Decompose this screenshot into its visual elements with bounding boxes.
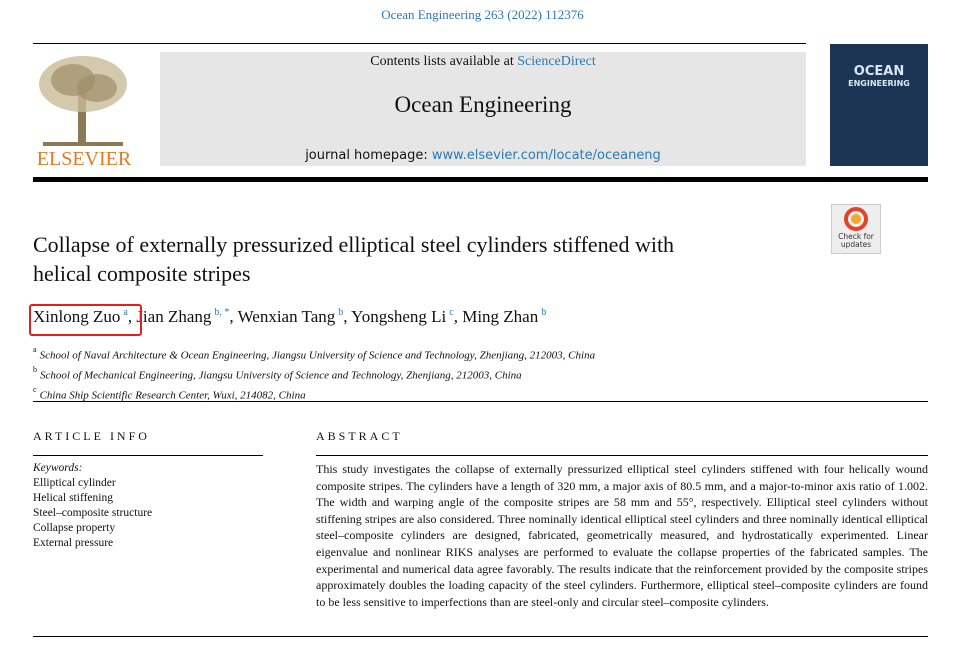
authors: Xinlong Zuo a, Jian Zhang b, *, Wenxian Ta… [33,307,547,326]
contents-link[interactable]: ScienceDirect [517,54,596,69]
abstract-heading: ABSTRACT [316,429,403,443]
author-name: Jian Zhang [136,307,212,326]
thick-rule [33,177,928,182]
cover-title: OCEAN ENGINEERING [830,64,928,90]
author-name: Xinlong Zuo [33,307,121,326]
badge-text: Check for updates [832,233,880,249]
abstract-rule [316,455,928,456]
keyword: External pressure [33,537,114,549]
affiliation-text: School of Mechanical Engineering, Jiangs… [40,369,522,382]
affiliation-label: b [33,364,37,374]
keyword: Elliptical cylinder [33,477,116,489]
highlight-box [29,304,142,336]
article-title: Collapse of externally pressurized ellip… [33,230,674,288]
keyword: Collapse property [33,522,116,534]
author-sup: c [449,307,454,319]
mid-rule [33,401,928,402]
author-name: Ming Zhan [462,307,539,326]
homepage-line: journal homepage: www.elsevier.com/locat… [160,148,806,163]
affiliation: c China Ship Scientific Research Center, … [33,383,595,403]
author-name: Yongsheng Li [351,307,447,326]
author-sup: a [123,307,128,319]
publisher: ELSEVIER [37,148,132,168]
info-rule [33,455,263,456]
bottom-rule [33,636,928,637]
abstract: This study investigates the collapse of … [316,462,928,609]
info-heading: ARTICLE INFO [33,429,150,443]
badge-line: Check for [838,232,874,241]
contents-prefix: Contents lists available at [370,54,514,69]
affiliation: a School of Naval Architecture & Ocean En… [33,343,595,363]
journal-box: Contents lists available at ScienceDirec… [160,52,806,166]
title-line: Collapse of externally pressurized ellip… [33,232,675,257]
cover-line: OCEAN [853,64,905,79]
top-rule [33,43,806,44]
badge-icon [844,207,868,231]
keyword: Helical stiffening [33,492,113,504]
affiliation-text: China Ship Scientific Research Center, W… [39,388,306,401]
author-sup: b [338,307,344,319]
journal-name: Ocean Engineering [394,92,572,117]
author-sup: b, * [214,307,230,319]
author-sup: b [541,307,547,319]
affiliations: a School of Naval Architecture & Ocean En… [33,343,595,402]
journal-cover: OCEAN ENGINEERING [830,44,928,166]
author-name: Wenxian Tang [237,307,336,326]
keywords-label: Keywords: [33,462,83,474]
affiliation-text: School of Naval Architecture & Ocean Eng… [39,349,596,362]
keywords: Keywords: Elliptical cylinder Helical sti… [33,461,152,551]
affiliation: b School of Mechanical Engineering, Jiang… [33,363,595,383]
check-updates-badge[interactable]: Check for updates [831,204,881,254]
affiliation-label: c [33,384,37,394]
badge-line: updates [840,240,872,249]
keyword: Steel–composite structure [33,507,153,519]
citation: Ocean Engineering 263 (2022) 112376 [381,7,584,22]
homepage-prefix: journal homepage: [305,148,428,163]
homepage-link[interactable]: www.elsevier.com/locate/oceaneng [431,148,661,163]
affiliation-label: a [33,345,37,354]
cover-line: ENGINEERING [848,79,910,88]
elsevier-logo: ELSEVIER [37,56,132,168]
contents-line: Contents lists available at ScienceDirec… [160,54,806,70]
title-line: helical composite stripes [33,261,251,286]
